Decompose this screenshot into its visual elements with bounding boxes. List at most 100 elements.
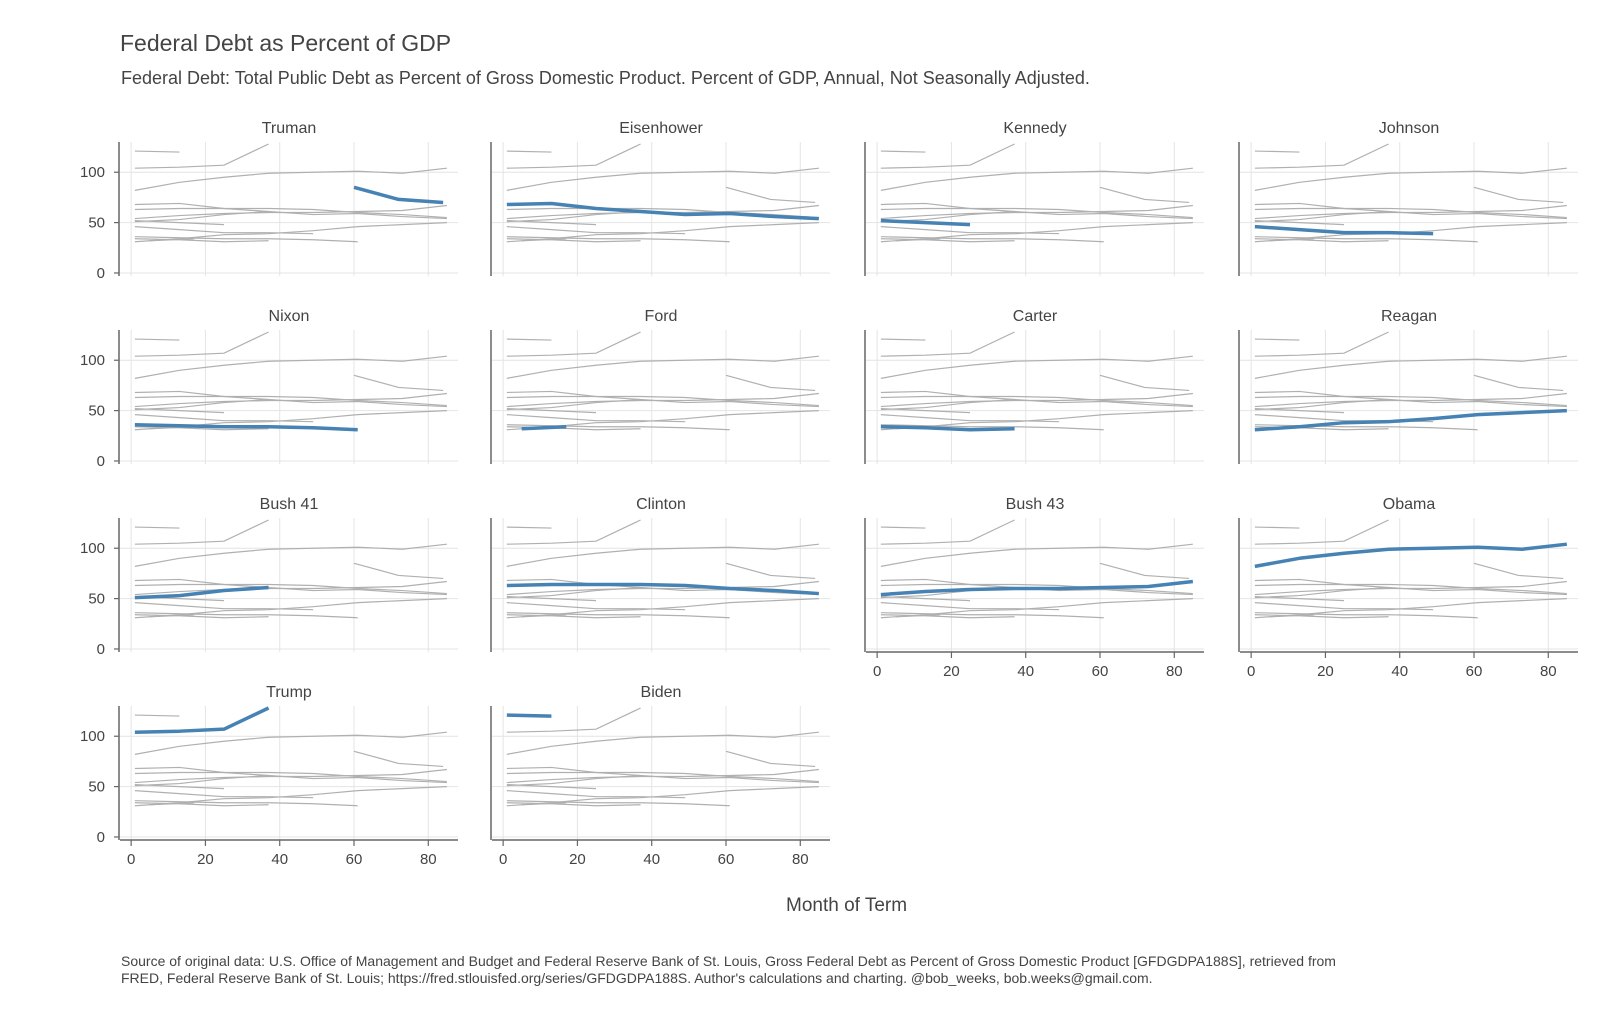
background-line-truman — [725, 374, 816, 392]
x-tick-label: 40 — [1017, 663, 1034, 680]
background-line-reagan — [134, 598, 447, 619]
background-line-biden — [1254, 526, 1300, 529]
series-line-kennedy — [880, 218, 971, 227]
background-line-reagan — [880, 410, 1193, 431]
panel-eisenhower: Eisenhower — [490, 120, 830, 276]
panel-title: Johnson — [1379, 120, 1440, 137]
background-line-trump — [134, 519, 269, 545]
x-tick-label: 40 — [271, 851, 288, 868]
background-line-biden — [506, 338, 552, 341]
source-note-line-2: FRED, Federal Reserve Bank of St. Louis;… — [121, 970, 1153, 986]
background-line-nixon — [1254, 236, 1478, 243]
series-line-biden — [506, 713, 552, 718]
background-line-biden — [880, 150, 926, 153]
background-line-truman — [725, 750, 816, 768]
panel-carter: Carter — [864, 308, 1204, 464]
background-line-bush-43 — [506, 580, 819, 596]
x-tick-label: 80 — [1166, 663, 1183, 680]
background-line-reagan — [1254, 598, 1567, 619]
background-line-obama — [880, 167, 1193, 191]
series-line-reagan — [1254, 408, 1567, 432]
background-line-bush-43 — [1254, 392, 1567, 408]
background-line-truman — [353, 750, 444, 768]
background-line-carter — [134, 238, 269, 243]
chart-subtitle: Federal Debt: Total Public Debt as Perce… — [121, 68, 1090, 88]
background-line-obama — [506, 167, 819, 191]
background-line-nixon — [506, 236, 730, 243]
x-tick-label: 20 — [1317, 663, 1334, 680]
y-tick-label: 0 — [97, 453, 105, 470]
background-line-reagan — [880, 222, 1193, 243]
chart-title: Federal Debt as Percent of GDP — [120, 30, 452, 56]
background-line-reagan — [506, 598, 819, 619]
background-line-truman — [353, 374, 444, 392]
series-line-nixon — [134, 422, 358, 432]
panel-title: Bush 43 — [1006, 496, 1065, 513]
x-tick-label: 40 — [1391, 663, 1408, 680]
background-line-clinton — [880, 207, 1193, 219]
background-line-trump — [506, 707, 641, 733]
background-line-trump — [506, 331, 641, 357]
background-line-truman — [1473, 186, 1564, 204]
background-line-nixon — [134, 800, 358, 807]
panel-title: Eisenhower — [619, 120, 703, 137]
x-tick-label: 0 — [1247, 663, 1255, 680]
x-tick-label: 60 — [346, 851, 363, 868]
panel-title: Carter — [1013, 308, 1058, 325]
background-line-clinton — [1254, 583, 1567, 595]
background-line-obama — [134, 355, 447, 379]
series-line-johnson — [1254, 224, 1434, 236]
background-line-obama — [506, 543, 819, 567]
background-line-biden — [134, 714, 180, 717]
series-line-bush-43 — [880, 579, 1194, 597]
background-line-trump — [134, 331, 269, 357]
background-line-nixon — [880, 236, 1104, 243]
background-line-clinton — [134, 395, 447, 407]
panel-biden: Biden 0 20 40 60 80 — [490, 684, 830, 868]
background-line-carter — [506, 802, 641, 807]
background-line-carter — [1254, 614, 1389, 619]
panel-reagan: Reagan — [1238, 308, 1578, 464]
background-line-obama — [134, 167, 447, 191]
background-line-biden — [1254, 150, 1300, 153]
background-line-bush-43 — [880, 392, 1193, 408]
panel-nixon: Nixon 0 50 100 — [80, 308, 458, 470]
background-line-clinton — [506, 207, 819, 219]
background-line-biden — [134, 338, 180, 341]
background-line-bush-43 — [1254, 204, 1567, 220]
background-line-trump — [880, 331, 1015, 357]
background-line-obama — [134, 731, 447, 755]
background-line-biden — [880, 338, 926, 341]
x-tick-label: 20 — [569, 851, 586, 868]
y-tick-label: 100 — [80, 352, 105, 369]
background-line-clinton — [1254, 207, 1567, 219]
x-axis-label: Month of Term — [786, 895, 908, 916]
y-tick-label: 50 — [88, 215, 105, 232]
panel-title: Bush 41 — [260, 496, 319, 513]
background-line-obama — [134, 543, 447, 567]
background-line-nixon — [880, 424, 1104, 431]
background-line-obama — [880, 355, 1193, 379]
background-line-nixon — [506, 612, 730, 619]
x-tick-label: 80 — [1540, 663, 1557, 680]
y-tick-label: 0 — [97, 265, 105, 282]
background-line-trump — [1254, 331, 1389, 357]
background-line-nixon — [506, 424, 730, 431]
panel-title: Truman — [262, 120, 317, 137]
y-tick-label: 50 — [88, 591, 105, 608]
background-line-nixon — [1254, 612, 1478, 619]
panel-clinton: Clinton — [490, 496, 830, 652]
background-line-biden — [1254, 338, 1300, 341]
y-tick-label: 100 — [80, 164, 105, 181]
background-line-reagan — [506, 786, 819, 807]
source-note-line-1: Source of original data: U.S. Office of … — [121, 953, 1336, 969]
background-line-reagan — [506, 222, 819, 243]
series-line-eisenhower — [506, 201, 819, 221]
background-line-biden — [134, 150, 180, 153]
background-line-bush-43 — [506, 768, 819, 784]
series-line-ford — [521, 424, 567, 431]
background-line-bush-43 — [506, 392, 819, 408]
background-line-obama — [506, 731, 819, 755]
background-line-biden — [134, 526, 180, 529]
